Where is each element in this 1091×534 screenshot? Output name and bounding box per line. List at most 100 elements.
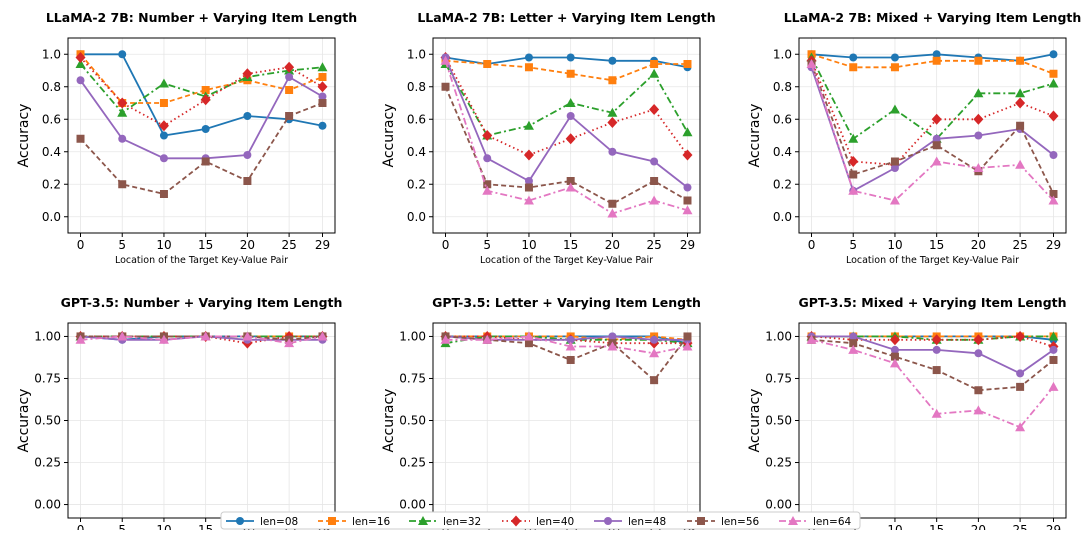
y-tick-label: 1.00 bbox=[34, 329, 61, 343]
x-tick-label: 5 bbox=[118, 238, 126, 252]
y-tick-label: 0.2 bbox=[407, 177, 426, 191]
x-tick-label: 15 bbox=[198, 238, 213, 252]
y-tick-label: 1.0 bbox=[773, 47, 792, 61]
y-tick-label: 0.6 bbox=[42, 112, 61, 126]
y-tick-label: 0.00 bbox=[399, 498, 426, 512]
legend-swatch-marker bbox=[604, 517, 612, 525]
data-point bbox=[1048, 78, 1059, 88]
legend-swatch-marker bbox=[328, 517, 336, 525]
data-point bbox=[682, 341, 693, 351]
data-point bbox=[243, 112, 252, 120]
data-point bbox=[201, 125, 210, 133]
legend: len=08 len=16 len=32 len=40 len=48 len=56 len=… bbox=[220, 511, 861, 530]
legend-swatch-marker bbox=[788, 516, 798, 525]
data-point bbox=[565, 182, 576, 192]
data-point bbox=[849, 332, 858, 341]
data-point bbox=[75, 59, 86, 68]
x-tick-label: 20 bbox=[971, 523, 986, 530]
data-point bbox=[440, 55, 451, 65]
data-point bbox=[848, 133, 859, 143]
data-point bbox=[317, 331, 328, 341]
data-point bbox=[890, 157, 899, 166]
data-point bbox=[285, 86, 294, 94]
legend-label: len=56 bbox=[721, 516, 760, 528]
data-point bbox=[848, 344, 859, 354]
data-point bbox=[973, 88, 984, 98]
y-tick-label: 0.6 bbox=[773, 112, 792, 126]
data-point bbox=[482, 185, 493, 195]
y-tick-label: 0.6 bbox=[407, 112, 426, 126]
data-point bbox=[1048, 331, 1059, 341]
chart-title: LLaMA-2 7B: Number + Varying Item Length bbox=[46, 10, 357, 25]
y-tick-label: 0.8 bbox=[773, 80, 792, 94]
data-point bbox=[1016, 121, 1025, 130]
data-point bbox=[683, 60, 692, 68]
data-point bbox=[75, 52, 86, 63]
data-point bbox=[608, 76, 617, 85]
x-tick-label: 20 bbox=[605, 238, 620, 252]
y-tick-label: 0.75 bbox=[34, 371, 61, 385]
data-point bbox=[566, 355, 575, 364]
data-point bbox=[973, 405, 984, 415]
chart-panel-4: 0510152025290.000.250.500.751.00GPT-3.5:… bbox=[16, 295, 342, 534]
y-tick-label: 0.75 bbox=[399, 371, 426, 385]
y-tick-label: 0.4 bbox=[407, 145, 426, 159]
data-point bbox=[118, 180, 127, 189]
data-point bbox=[1015, 88, 1026, 98]
data-point bbox=[931, 334, 942, 346]
data-point bbox=[889, 104, 900, 114]
data-point bbox=[682, 149, 693, 161]
data-point bbox=[848, 185, 859, 195]
data-point bbox=[1048, 110, 1059, 122]
data-point bbox=[441, 82, 450, 91]
x-tick-label: 5 bbox=[118, 523, 126, 530]
data-point bbox=[565, 133, 576, 145]
data-point bbox=[1015, 97, 1026, 109]
data-point bbox=[565, 98, 576, 107]
data-point bbox=[1016, 56, 1025, 65]
data-point bbox=[1016, 369, 1025, 378]
data-point bbox=[974, 386, 983, 395]
chart-panel-1: 0 5 10 15 20 25 29 0.0 0.2 0.4 0.6 0.8 1.0 LLaMA-2 7B… bbox=[16, 10, 357, 266]
data-point bbox=[848, 156, 859, 167]
legend-swatch-marker bbox=[418, 516, 428, 525]
data-point bbox=[889, 195, 900, 205]
data-point bbox=[76, 134, 85, 143]
data-point bbox=[566, 112, 575, 120]
x-tick-label: 15 bbox=[563, 238, 578, 252]
y-tick-label: 0.8 bbox=[407, 80, 426, 94]
data-point bbox=[117, 331, 128, 341]
data-point bbox=[1048, 195, 1059, 205]
data-point bbox=[118, 134, 127, 143]
data-point bbox=[890, 63, 899, 72]
data-point bbox=[318, 99, 327, 107]
legend-swatch-marker bbox=[236, 517, 244, 525]
chart-title: GPT-3.5: Letter + Varying Item Length bbox=[432, 295, 701, 310]
data-point bbox=[849, 63, 858, 72]
x-tick-label: 0 bbox=[77, 523, 85, 530]
data-point bbox=[1049, 50, 1058, 59]
x-tick-label: 29 bbox=[315, 238, 330, 252]
y-tick-label: 0.25 bbox=[34, 456, 61, 470]
x-tick-label: 20 bbox=[240, 238, 255, 252]
data-point bbox=[159, 131, 168, 140]
chart-panel-3: 0 5 10 15 20 25 29 0.0 0.2 0.4 0.6 0.8 1.0 LLaMA-2 7B… bbox=[747, 10, 1081, 266]
data-point bbox=[932, 50, 941, 59]
legend-label: len=08 bbox=[260, 516, 298, 528]
data-point bbox=[890, 345, 899, 354]
data-point bbox=[1016, 382, 1025, 391]
data-point bbox=[318, 73, 327, 81]
data-point bbox=[683, 183, 692, 192]
data-point bbox=[890, 53, 899, 62]
data-point bbox=[523, 331, 534, 341]
data-point bbox=[889, 358, 900, 368]
data-point bbox=[483, 180, 492, 189]
data-point bbox=[566, 177, 575, 185]
plot-frame bbox=[432, 37, 701, 234]
data-point bbox=[608, 147, 617, 156]
data-point bbox=[1049, 190, 1058, 198]
data-point bbox=[285, 73, 294, 81]
data-point bbox=[1015, 159, 1026, 169]
